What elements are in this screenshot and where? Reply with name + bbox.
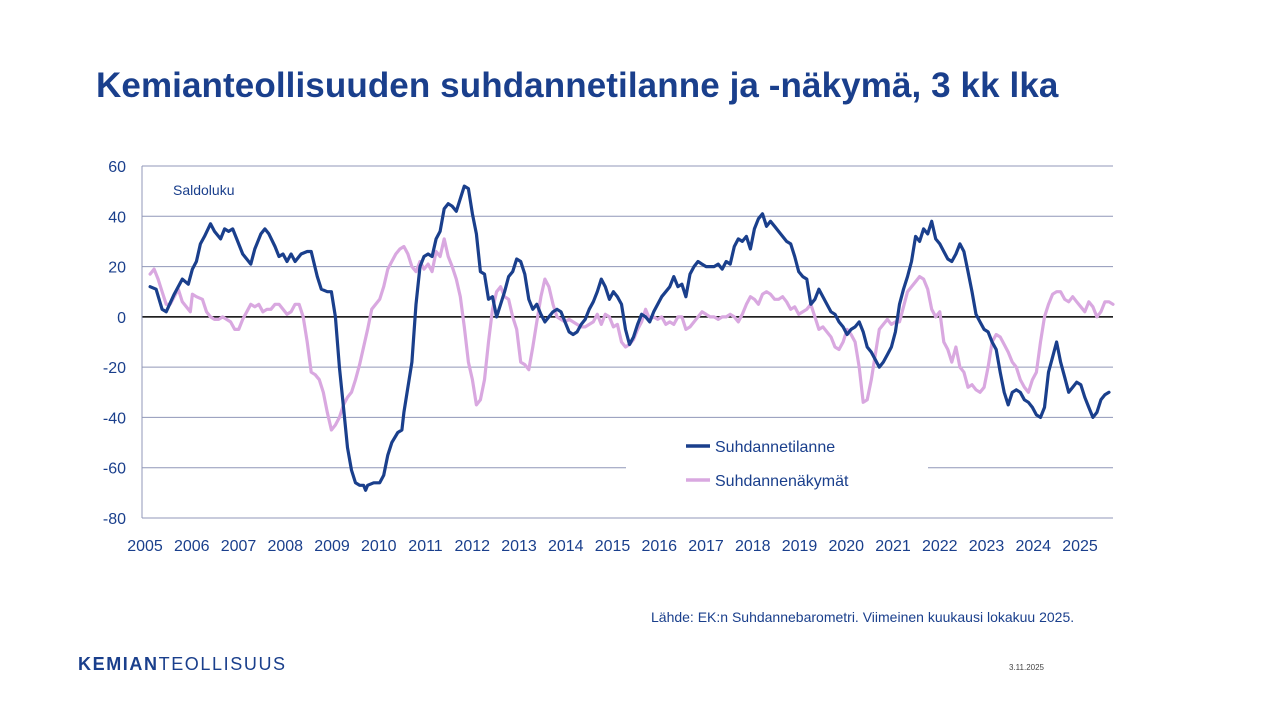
x-tick-label: 2022 bbox=[922, 538, 958, 555]
x-axis-ticks: 2005 2006 2007 2008 2009 2010 2011 2012 2013 2014… bbox=[127, 538, 1098, 555]
y-tick-label: 60 bbox=[108, 159, 126, 176]
legend-label: Suhdannetilanne bbox=[715, 439, 835, 456]
x-tick-label: 2010 bbox=[361, 538, 397, 555]
slide-date: 3.11.2025 bbox=[1009, 663, 1044, 672]
x-tick-label: 2005 bbox=[127, 538, 163, 555]
series-line-suhdannetilanne bbox=[148, 184, 1111, 492]
x-tick-label: 2015 bbox=[595, 538, 631, 555]
x-tick-label: 2011 bbox=[408, 538, 443, 555]
y-tick-label: 20 bbox=[108, 260, 126, 277]
y-tick-label: 0 bbox=[117, 310, 126, 327]
source-note: Lähde: EK:n Suhdannebarometri. Viimeinen… bbox=[651, 609, 1075, 625]
y-axis-ticks: 60 40 20 0 -20 -40 -60 -80 bbox=[103, 159, 126, 528]
logo-rest: TEOLLISUUS bbox=[158, 654, 287, 674]
x-tick-label: 2016 bbox=[641, 538, 677, 555]
y-tick-label: -80 bbox=[103, 511, 126, 528]
y-tick-label: -60 bbox=[103, 461, 126, 478]
x-tick-label: 2020 bbox=[828, 538, 864, 555]
x-tick-label: 2013 bbox=[501, 538, 537, 555]
x-tick-label: 2018 bbox=[735, 538, 771, 555]
x-tick-label: 2006 bbox=[174, 538, 210, 555]
y-axis-annotation: Saldoluku bbox=[173, 182, 235, 198]
y-tick-label: -20 bbox=[103, 360, 126, 377]
x-tick-label: 2019 bbox=[782, 538, 818, 555]
x-tick-label: 2009 bbox=[314, 538, 350, 555]
logo: KEMIANTEOLLISUUS bbox=[78, 654, 287, 675]
legend-label: Suhdannenäkymät bbox=[715, 473, 849, 490]
x-tick-label: 2007 bbox=[221, 538, 257, 555]
x-tick-label: 2017 bbox=[688, 538, 724, 555]
logo-bold: KEMIAN bbox=[78, 654, 159, 674]
series-lines bbox=[148, 184, 1115, 492]
y-tick-label: -40 bbox=[103, 410, 126, 427]
x-tick-label: 2025 bbox=[1062, 538, 1098, 555]
y-tick-label: 40 bbox=[108, 209, 126, 226]
x-tick-label: 2014 bbox=[548, 538, 584, 555]
x-tick-label: 2008 bbox=[267, 538, 303, 555]
slide-title: Kemianteollisuuden suhdannetilanne ja -n… bbox=[96, 66, 1059, 105]
legend-box bbox=[626, 430, 928, 498]
line-chart: 60 40 20 0 -20 -40 -60 -80 2005 2006 2007 2008 2009… bbox=[103, 159, 1115, 555]
x-tick-label: 2023 bbox=[969, 538, 1005, 555]
x-tick-label: 2021 bbox=[875, 538, 911, 555]
x-tick-label: 2024 bbox=[1015, 538, 1051, 555]
x-tick-label: 2012 bbox=[454, 538, 490, 555]
legend: Suhdannetilanne Suhdannenäkymät bbox=[626, 430, 928, 498]
